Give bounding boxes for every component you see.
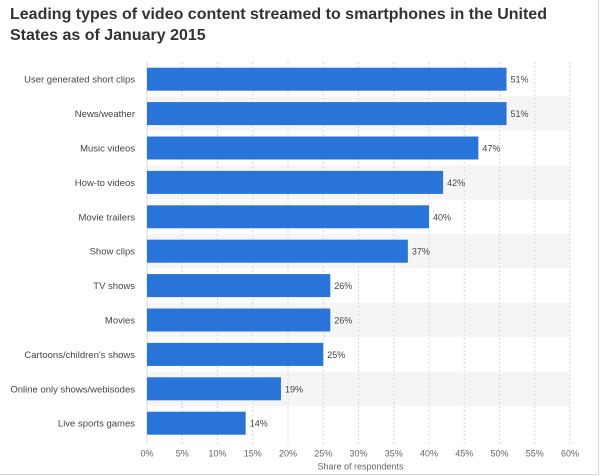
x-axis-title: Share of respondents (317, 461, 404, 471)
bar (147, 170, 444, 194)
bar (147, 411, 246, 435)
x-tick-label: 5% (176, 448, 189, 458)
chart-title: Leading types of video content streamed … (10, 6, 547, 44)
category-label: TV shows (93, 281, 135, 292)
data-labels: 51% 51% 47% 42% 40% 37% 26% 26% 25% 19% 14% (250, 75, 529, 429)
bar (147, 274, 331, 298)
data-label: 51% (511, 75, 529, 85)
category-label: News/weather (75, 109, 135, 120)
category-labels: User generated short clips News/weather Mu… (10, 75, 135, 430)
data-label: 25% (327, 350, 345, 360)
category-label: User generated short clips (24, 75, 135, 86)
x-tick-label: 50% (490, 448, 508, 458)
bars (147, 67, 507, 435)
category-label: Show clips (90, 247, 136, 258)
x-tick-label: 0% (140, 448, 153, 458)
data-label: 26% (334, 316, 352, 326)
category-label: Live sports games (58, 419, 135, 430)
data-label: 40% (433, 212, 451, 222)
x-tick-label: 25% (314, 448, 332, 458)
category-label: Music videos (80, 144, 135, 155)
data-label: 26% (334, 281, 352, 291)
bar (147, 102, 507, 126)
category-label: How-to videos (75, 178, 135, 189)
x-tick-label: 30% (349, 448, 367, 458)
category-label: Online only shows/webisodes (10, 384, 135, 395)
x-tick-label: 40% (420, 448, 438, 458)
x-tick-label: 20% (279, 448, 297, 458)
bar (147, 308, 331, 332)
x-tick-label: 35% (385, 448, 403, 458)
x-tick-label: 45% (455, 448, 473, 458)
x-tick-label: 55% (526, 448, 544, 458)
x-tick-label: 15% (244, 448, 262, 458)
bar (147, 205, 429, 229)
bar (147, 239, 408, 263)
bar (147, 377, 281, 401)
category-label: Cartoons/children's shows (24, 350, 135, 361)
bar (147, 136, 479, 160)
bar (147, 342, 324, 366)
category-label: Movie trailers (79, 212, 136, 223)
x-tick-label: 10% (208, 448, 226, 458)
data-label: 47% (482, 144, 500, 154)
x-tick-label: 60% (561, 448, 579, 458)
category-label: Movies (105, 316, 135, 327)
data-label: 51% (511, 109, 529, 119)
x-tick-labels: 0% 5% 10% 15% 20% 25% 30% 35% 40% 45% 50% 55% 60% (140, 448, 579, 458)
data-label: 14% (250, 419, 268, 429)
bar (147, 67, 507, 91)
data-label: 37% (412, 247, 430, 257)
data-label: 19% (285, 384, 303, 394)
data-label: 42% (447, 178, 465, 188)
